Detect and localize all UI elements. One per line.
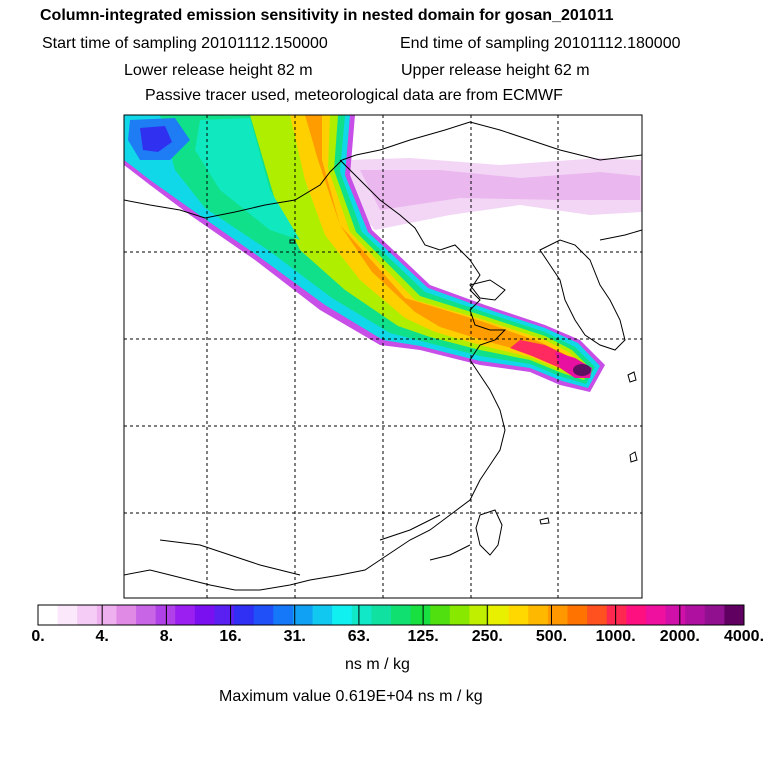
colorbar-swatch	[665, 605, 686, 625]
colorbar-swatch	[391, 605, 412, 625]
colorbar-tick-label: 4.	[95, 628, 109, 645]
colorbar-swatch	[273, 605, 294, 625]
colorbar-swatch	[508, 605, 529, 625]
colorbar-swatch	[547, 605, 568, 625]
end-time-label: End time of sampling 20101112.180000	[400, 35, 681, 52]
colorbar-tick-label: 31.	[283, 628, 306, 645]
colorbar-border	[37, 604, 745, 626]
coastlines	[124, 121, 642, 591]
colorbar-tick-label: 500.	[535, 628, 568, 645]
colorbar-swatch	[116, 605, 137, 625]
colorbar-swatch	[96, 605, 117, 625]
colorbar-tick-label: 16.	[219, 628, 242, 645]
plume-peak	[573, 364, 591, 376]
plume-blue-core	[140, 126, 172, 152]
colorbar-swatch	[685, 605, 706, 625]
colorbar-swatch	[136, 605, 157, 625]
colorbar-tick-label: 4000.	[723, 628, 765, 645]
colorbar-swatch	[38, 605, 59, 625]
colorbar-units: ns m / kg	[345, 656, 410, 673]
plume-haze-inner	[360, 170, 640, 210]
plume-orange	[305, 115, 582, 374]
colorbar-swatch	[214, 605, 235, 625]
colorbar	[37, 604, 745, 626]
colorbar-swatch	[175, 605, 196, 625]
map-frame	[123, 114, 643, 599]
colorbar-swatch	[724, 605, 745, 625]
map-title: Column-integrated emission sensitivity i…	[40, 7, 614, 24]
colorbar-swatch	[371, 605, 392, 625]
colorbar-swatch	[469, 605, 490, 625]
colorbar-swatch	[194, 605, 215, 625]
plume-yellowgreen	[250, 115, 590, 380]
colorbar-swatch	[528, 605, 549, 625]
maximum-value-label: Maximum value 0.619E+04 ns m / kg	[219, 688, 483, 705]
colorbar-swatch	[253, 605, 274, 625]
colorbar-swatch	[645, 605, 667, 625]
colorbar-swatch	[606, 605, 627, 625]
colorbar-swatch	[77, 605, 98, 625]
colorbar-swatch	[292, 605, 314, 625]
plume-layer	[124, 115, 642, 392]
colorbar-tick-label: 2000.	[659, 628, 700, 645]
colorbar-swatch	[234, 605, 255, 625]
lower-height-label: Lower release height 82 m	[124, 62, 313, 79]
colorbar-swatch	[587, 605, 608, 625]
colorbar-swatch	[567, 605, 588, 625]
colorbar-swatch	[351, 605, 372, 625]
colorbar-tick-label: 1000.	[595, 628, 636, 645]
start-time-label: Start time of sampling 20101112.150000	[42, 35, 328, 52]
colorbar-tick-label: 0.	[31, 628, 45, 645]
colorbar-swatch	[626, 605, 647, 625]
colorbar-tick-label: 63.	[347, 628, 371, 645]
colorbar-swatch	[449, 605, 470, 625]
graticule	[124, 115, 642, 598]
colorbar-swatch	[155, 605, 176, 625]
plume-midtone	[195, 118, 300, 240]
colorbar-swatch	[312, 605, 333, 625]
colorbar-swatch	[430, 605, 451, 625]
colorbar-swatch	[489, 605, 510, 625]
tracer-note: Passive tracer used, meteorological data…	[145, 87, 563, 104]
colorbar-swatch	[410, 605, 431, 625]
upper-height-label: Upper release height 62 m	[401, 62, 590, 79]
colorbar-tick-label: 8.	[159, 628, 174, 645]
colorbar-tick-label: 250.	[471, 628, 503, 645]
colorbar-swatch	[57, 605, 78, 625]
colorbar-swatch	[704, 605, 725, 625]
colorbar-tick-label: 125.	[407, 628, 439, 645]
colorbar-swatch	[332, 605, 353, 625]
